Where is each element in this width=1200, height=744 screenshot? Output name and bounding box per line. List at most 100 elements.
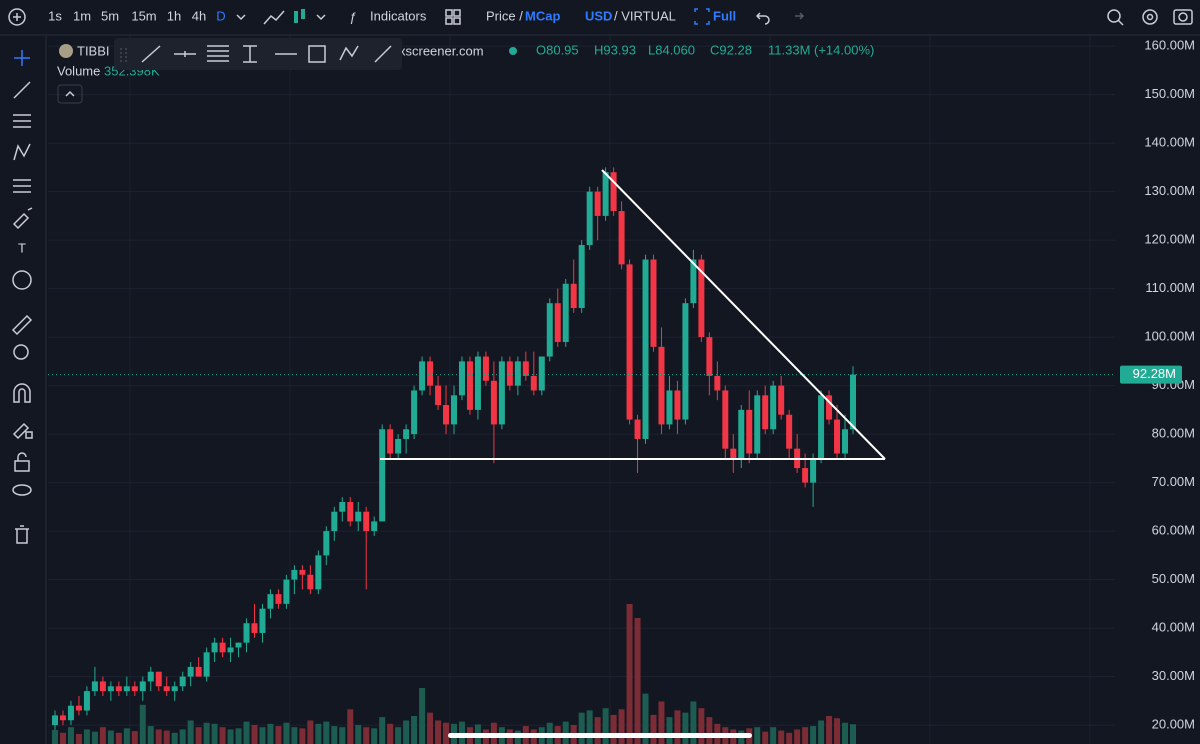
candle-body (746, 409, 753, 454)
volume-bar (618, 709, 625, 744)
interval-button[interactable]: 4h (192, 8, 206, 23)
price-tick-label: 70.00M (1152, 474, 1195, 489)
draw-arrow[interactable] (374, 45, 392, 63)
volume-bar (706, 717, 713, 744)
zoom-tool[interactable] (13, 344, 29, 360)
candle-body (498, 361, 505, 425)
volume-bar (235, 728, 242, 744)
volume-bar (75, 733, 82, 744)
interval-button[interactable]: 1m (73, 8, 91, 23)
volume-bar (179, 729, 186, 744)
hide-tool[interactable] (12, 484, 32, 496)
candle-body (690, 259, 697, 304)
unlock-icon (17, 452, 27, 461)
line-chart-button[interactable] (263, 10, 285, 25)
candle-body (251, 623, 258, 633)
candle-body (147, 671, 154, 682)
candle-body (842, 429, 849, 454)
candle-body (59, 715, 66, 721)
pattern-tool[interactable] (13, 143, 31, 161)
volume-bar (52, 730, 58, 744)
candle-body (155, 671, 162, 687)
indicators-button[interactable]: Indicators (370, 8, 427, 23)
forecast-tool[interactable] (13, 179, 31, 193)
chart-type-dropdown[interactable] (316, 14, 326, 21)
price-tick-label: 20.00M (1152, 717, 1195, 732)
candle-body (778, 385, 785, 415)
candle-body (243, 623, 250, 643)
collapse-button[interactable] (57, 84, 83, 104)
candle-body (52, 715, 58, 726)
interval-dropdown[interactable] (236, 14, 246, 21)
volume-bar (371, 728, 378, 744)
symbol-avatar (59, 44, 73, 58)
crosshair-tool[interactable] (14, 50, 30, 66)
undo-button[interactable] (755, 12, 770, 25)
magnet-tool[interactable] (13, 383, 31, 403)
interval-button[interactable]: 1h (167, 8, 181, 23)
symbol-name: TIBBI (77, 43, 110, 58)
ruler-tool[interactable] (11, 314, 33, 336)
interval-button[interactable]: D (216, 8, 225, 23)
search-button[interactable] (1107, 9, 1121, 23)
candle-body (474, 356, 481, 410)
volume-bar (642, 693, 649, 744)
draw-channel[interactable] (207, 45, 229, 62)
volume-bar (315, 723, 322, 744)
volume-bar (171, 732, 178, 744)
redo-button[interactable] (795, 12, 805, 20)
emoji-tool[interactable] (12, 270, 32, 290)
candle-body (187, 666, 194, 677)
volume-bar (243, 721, 250, 744)
volume-bar (786, 732, 793, 744)
draw-path[interactable] (339, 45, 359, 61)
candle-body (458, 361, 465, 396)
volume-bar (634, 618, 641, 744)
settings-button[interactable] (1142, 9, 1158, 25)
volume-bar (610, 714, 617, 744)
full-button[interactable]: Full (713, 8, 736, 23)
delete-tool[interactable] (15, 525, 29, 544)
volume-bar (67, 727, 74, 744)
volume-bar (666, 717, 673, 744)
candle-body (323, 531, 330, 556)
brush-tool[interactable] (12, 207, 33, 230)
price-tick-label: 50.00M (1152, 571, 1195, 586)
mcap-toggle[interactable]: MCap (525, 8, 560, 23)
volume-bar (834, 718, 841, 744)
interval-button[interactable]: 5m (101, 8, 119, 23)
settings-icon (1146, 13, 1154, 21)
draw-vertical[interactable] (243, 45, 257, 63)
volume-bar (802, 727, 809, 744)
volume-bar (147, 726, 154, 744)
draw-ray[interactable] (174, 51, 196, 57)
candle-body (107, 686, 114, 692)
unlock-tool[interactable] (14, 460, 30, 472)
candle-body (826, 395, 833, 420)
candle-body (403, 429, 410, 439)
currency-usd[interactable]: USD (585, 8, 612, 23)
candle-body (131, 686, 138, 692)
lock-drawings[interactable] (12, 422, 33, 440)
price-axis (1115, 35, 1200, 744)
candle-body (307, 574, 314, 590)
add-symbol-button[interactable] (8, 8, 26, 26)
trendline-tool[interactable] (13, 81, 31, 99)
interval-button[interactable]: 15m (131, 8, 156, 23)
draw-rect[interactable] (308, 45, 326, 63)
volume-bar (690, 701, 697, 744)
text-tool[interactable]: T (18, 240, 26, 255)
candles-button[interactable] (294, 11, 298, 23)
fib-tool[interactable] (13, 114, 31, 128)
layout-button[interactable] (445, 9, 453, 17)
draw-line[interactable] (141, 45, 161, 63)
volume-bar (411, 716, 418, 744)
interval-button[interactable]: 1s (48, 8, 62, 23)
volume-bar (578, 712, 585, 744)
candle-body (626, 264, 633, 420)
candle-body (435, 385, 442, 406)
currency-virtual[interactable]: / VIRTUAL (614, 8, 676, 23)
legend-open: O80.95 (536, 42, 579, 57)
price-toggle[interactable]: Price / (486, 8, 523, 23)
screenshot-button[interactable] (1173, 9, 1193, 25)
